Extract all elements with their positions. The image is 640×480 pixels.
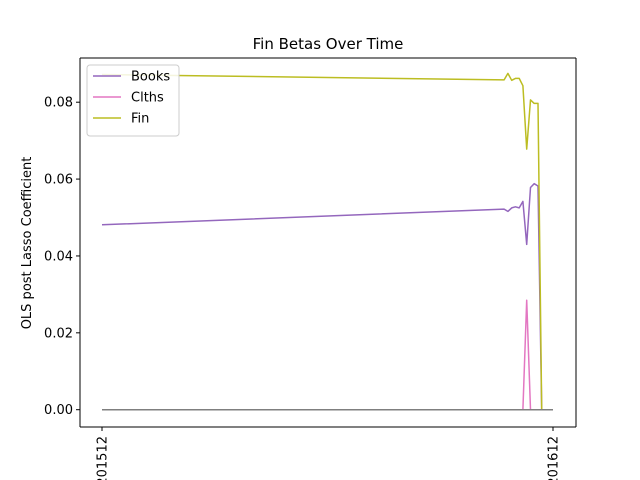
legend-entry: Clths: [131, 91, 164, 106]
y-tick-label: 0.04: [44, 249, 73, 264]
y-axis-ticks: 0.00 0.02 0.04 0.06 0.08: [44, 96, 80, 418]
y-tick-label: 0.06: [44, 173, 73, 188]
legend-entry: Books: [131, 70, 170, 85]
series-layer: [101, 72, 553, 411]
legend: Books Clths Fin: [86, 64, 180, 137]
series-line-books: [101, 182, 544, 411]
legend-entry: Fin: [131, 112, 149, 127]
series-line-fin: [101, 72, 544, 411]
axes-frame: [79, 57, 577, 428]
x-tick-label: 201612: [547, 436, 562, 480]
y-tick-label: 0.08: [44, 96, 73, 111]
x-axis-ticks: 201512 201612: [96, 427, 562, 480]
chart-title: Fin Betas Over Time: [253, 35, 404, 53]
y-tick-label: 0.02: [44, 326, 73, 341]
x-tick-label: 201512: [96, 436, 111, 480]
y-axis-label: OLS post Lasso Coefficient: [20, 157, 35, 330]
y-tick-label: 0.00: [44, 403, 73, 418]
